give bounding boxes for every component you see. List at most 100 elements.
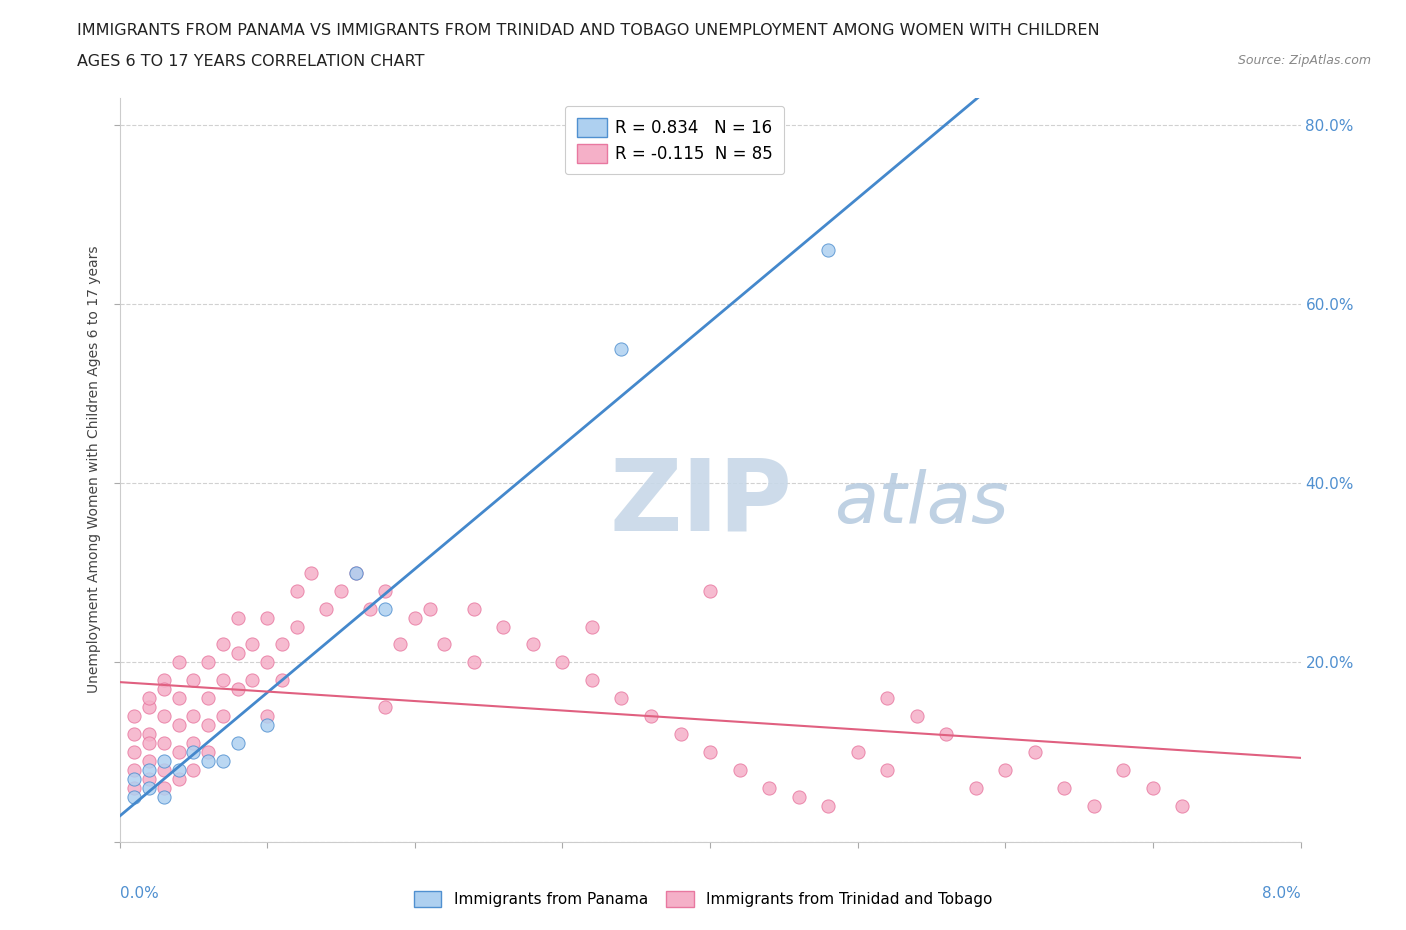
Point — [994, 763, 1017, 777]
Point — [124, 745, 146, 760]
Point — [197, 745, 219, 760]
Point — [728, 763, 751, 777]
Point — [315, 601, 337, 616]
Point — [404, 610, 426, 625]
Text: 8.0%: 8.0% — [1261, 886, 1301, 901]
Point — [699, 745, 721, 760]
Point — [256, 709, 278, 724]
Point — [124, 780, 146, 795]
Point — [138, 691, 160, 706]
Point — [226, 646, 249, 661]
Point — [419, 601, 441, 616]
Point — [388, 637, 412, 652]
Point — [183, 763, 205, 777]
Point — [242, 673, 264, 688]
Point — [610, 341, 633, 356]
Point — [153, 780, 174, 795]
Point — [256, 718, 278, 733]
Point — [551, 655, 574, 670]
Point — [167, 772, 190, 787]
Point — [256, 610, 278, 625]
Point — [1083, 798, 1105, 813]
Point — [270, 673, 294, 688]
Point — [360, 601, 382, 616]
Point — [138, 699, 160, 714]
Point — [167, 763, 190, 777]
Point — [876, 691, 898, 706]
Point — [167, 655, 190, 670]
Text: atlas: atlas — [834, 469, 1008, 538]
Point — [197, 718, 219, 733]
Point — [138, 772, 160, 787]
Point — [285, 619, 308, 634]
Point — [581, 619, 603, 634]
Point — [211, 673, 233, 688]
Point — [935, 726, 957, 741]
Point — [374, 699, 396, 714]
Point — [329, 583, 352, 598]
Point — [124, 790, 146, 804]
Point — [197, 691, 219, 706]
Point — [846, 745, 869, 760]
Point — [211, 753, 233, 768]
Point — [124, 772, 146, 787]
Point — [965, 780, 987, 795]
Point — [285, 583, 308, 598]
Point — [817, 243, 839, 258]
Point — [522, 637, 544, 652]
Point — [463, 601, 485, 616]
Point — [153, 709, 174, 724]
Point — [124, 763, 146, 777]
Point — [1142, 780, 1164, 795]
Point — [344, 565, 367, 580]
Point — [183, 673, 205, 688]
Point — [344, 565, 367, 580]
Legend: R = 0.834   N = 16, R = -0.115  N = 85: R = 0.834 N = 16, R = -0.115 N = 85 — [565, 106, 785, 175]
Point — [226, 736, 249, 751]
Text: ZIP: ZIP — [610, 455, 793, 551]
Point — [197, 753, 219, 768]
Point — [581, 673, 603, 688]
Point — [211, 709, 233, 724]
Text: AGES 6 TO 17 YEARS CORRELATION CHART: AGES 6 TO 17 YEARS CORRELATION CHART — [77, 54, 425, 69]
Point — [256, 655, 278, 670]
Point — [787, 790, 810, 804]
Point — [153, 763, 174, 777]
Point — [226, 682, 249, 697]
Y-axis label: Unemployment Among Women with Children Ages 6 to 17 years: Unemployment Among Women with Children A… — [87, 246, 101, 694]
Point — [153, 673, 174, 688]
Point — [167, 718, 190, 733]
Point — [374, 583, 396, 598]
Point — [211, 637, 233, 652]
Point — [876, 763, 898, 777]
Point — [1053, 780, 1076, 795]
Point — [153, 790, 174, 804]
Point — [226, 610, 249, 625]
Point — [463, 655, 485, 670]
Point — [492, 619, 515, 634]
Point — [153, 682, 174, 697]
Text: 0.0%: 0.0% — [120, 886, 159, 901]
Point — [1024, 745, 1046, 760]
Point — [640, 709, 662, 724]
Point — [758, 780, 780, 795]
Point — [183, 745, 205, 760]
Point — [183, 709, 205, 724]
Point — [301, 565, 323, 580]
Point — [138, 753, 160, 768]
Point — [183, 736, 205, 751]
Point — [124, 709, 146, 724]
Point — [817, 798, 839, 813]
Point — [905, 709, 928, 724]
Point — [153, 736, 174, 751]
Point — [124, 726, 146, 741]
Point — [270, 637, 294, 652]
Point — [1171, 798, 1194, 813]
Point — [138, 736, 160, 751]
Point — [167, 745, 190, 760]
Point — [1112, 763, 1135, 777]
Point — [138, 763, 160, 777]
Point — [699, 583, 721, 598]
Point — [242, 637, 264, 652]
Point — [138, 780, 160, 795]
